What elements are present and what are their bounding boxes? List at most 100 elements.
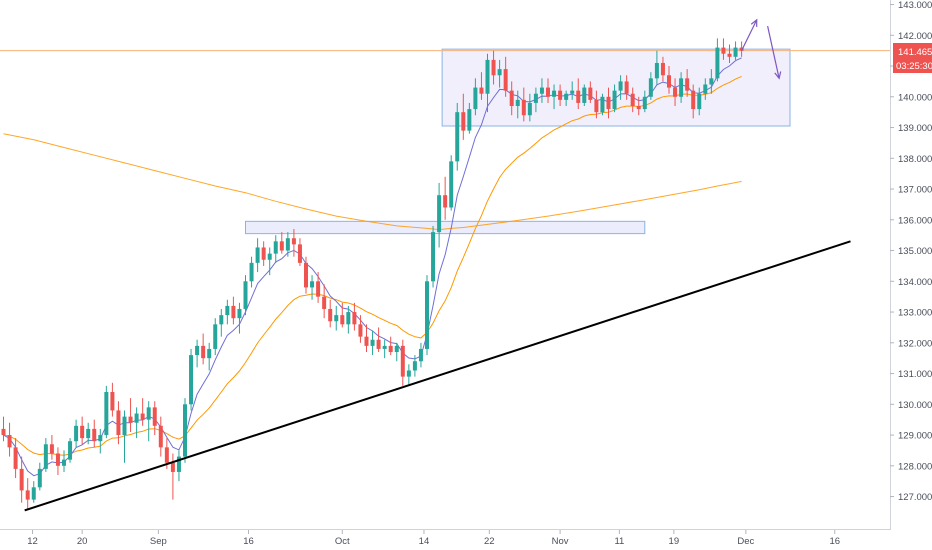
candle-body[interactable] [576, 90, 581, 103]
candle-body[interactable] [92, 428, 97, 442]
candle-body[interactable] [152, 407, 157, 426]
candle-body[interactable] [55, 453, 60, 466]
candle-body[interactable] [267, 253, 272, 260]
candle-body[interactable] [673, 87, 678, 97]
candle-body[interactable] [98, 435, 103, 442]
candle-body[interactable] [370, 339, 375, 346]
candle-body[interactable] [37, 468, 42, 488]
candle-body[interactable] [654, 62, 659, 79]
candle-body[interactable] [515, 99, 520, 107]
candle-body[interactable] [467, 109, 472, 131]
candle-body[interactable] [74, 425, 79, 442]
candle-body[interactable] [733, 47, 738, 57]
support-zone-box[interactable] [245, 220, 646, 235]
candle-body[interactable] [80, 425, 85, 439]
candle-body[interactable] [297, 244, 302, 263]
candle-body[interactable] [455, 112, 460, 162]
candle-body[interactable] [521, 99, 526, 116]
candle-body[interactable] [630, 93, 635, 107]
candle-body[interactable] [376, 339, 381, 349]
candle-body[interactable] [594, 99, 599, 113]
candle-body[interactable] [140, 413, 145, 420]
candle-body[interactable] [43, 444, 48, 469]
candle-body[interactable] [509, 90, 514, 107]
candle-body[interactable] [310, 281, 315, 288]
candle-body[interactable] [195, 345, 200, 356]
candle-body[interactable] [721, 47, 726, 54]
candle-body[interactable] [86, 428, 91, 439]
candle-body[interactable] [727, 53, 732, 57]
candle-body[interactable] [273, 241, 278, 254]
candle-body[interactable] [146, 407, 151, 420]
candle-body[interactable] [443, 195, 448, 208]
candle-body[interactable] [546, 87, 550, 97]
candle-body[interactable] [382, 345, 387, 349]
candle-body[interactable] [110, 391, 115, 411]
candle-body[interactable] [68, 441, 73, 460]
candle-body[interactable] [491, 59, 496, 76]
candle-body[interactable] [612, 90, 617, 110]
candle-body[interactable] [618, 81, 623, 91]
candle-body[interactable] [533, 93, 538, 103]
candle-body[interactable] [316, 281, 321, 297]
candle-body[interactable] [570, 90, 575, 94]
candle-body[interactable] [183, 404, 187, 457]
candle-body[interactable] [418, 348, 423, 362]
candle-body[interactable] [558, 90, 563, 100]
candle-body[interactable] [291, 238, 296, 245]
candle-body[interactable] [237, 308, 242, 319]
candle-body[interactable] [691, 90, 696, 110]
candle-body[interactable] [189, 355, 194, 405]
candle-body[interactable] [225, 305, 230, 316]
price-axis[interactable]: 143.000142.000141.000140.000139.000138.0… [890, 0, 932, 503]
candle-body[interactable] [19, 468, 24, 491]
time-axis[interactable]: 12 20 Sep 16 Oct 14 22 Nov 11 19 Dec 16 [27, 530, 840, 547]
candle-body[interactable] [527, 102, 532, 116]
candle-body[interactable] [642, 96, 647, 110]
candle-body[interactable] [7, 435, 12, 448]
candle-body[interactable] [636, 106, 641, 110]
candle-body[interactable] [49, 444, 54, 454]
candle-body[interactable] [394, 345, 399, 353]
candle-body[interactable] [709, 78, 714, 85]
candle-body[interactable] [660, 62, 665, 76]
candle-body[interactable] [406, 370, 411, 377]
candle-body[interactable] [158, 425, 163, 448]
down-projection-arrow[interactable] [767, 25, 780, 79]
candle-body[interactable] [13, 447, 18, 469]
candle-body[interactable] [334, 315, 339, 322]
candle-body[interactable] [679, 78, 684, 97]
candle-body[interactable] [25, 490, 30, 500]
candle-body[interactable] [201, 345, 206, 359]
candle-body[interactable] [322, 296, 327, 309]
candle-body[interactable] [328, 308, 333, 322]
candle-body[interactable] [624, 81, 629, 94]
candle-body[interactable] [667, 75, 671, 88]
candle-body[interactable] [412, 361, 417, 371]
candle-body[interactable] [600, 96, 605, 113]
candle-body[interactable] [648, 78, 653, 97]
candle-body[interactable] [249, 262, 254, 282]
candle-body[interactable] [231, 305, 236, 319]
candle-body[interactable] [340, 315, 345, 325]
candle-body[interactable] [715, 47, 720, 79]
candle-body[interactable] [1, 428, 6, 436]
candle-body[interactable] [461, 112, 466, 131]
candle-body[interactable] [552, 90, 557, 97]
candle-body[interactable] [473, 87, 478, 110]
candle-body[interactable] [358, 324, 363, 337]
candle-body[interactable] [425, 281, 429, 349]
candle-body[interactable] [449, 161, 454, 208]
candle-body[interactable] [346, 312, 351, 325]
candle-body[interactable] [170, 462, 175, 472]
candle-body[interactable] [285, 238, 290, 251]
candle-body[interactable] [703, 84, 708, 94]
candle-body[interactable] [503, 69, 508, 91]
candle-body[interactable] [364, 336, 369, 346]
candle-body[interactable] [479, 87, 484, 94]
candle-body[interactable] [400, 345, 405, 377]
candle-body[interactable] [279, 241, 284, 251]
candle-body[interactable] [697, 93, 702, 110]
candle-body[interactable] [485, 59, 490, 94]
